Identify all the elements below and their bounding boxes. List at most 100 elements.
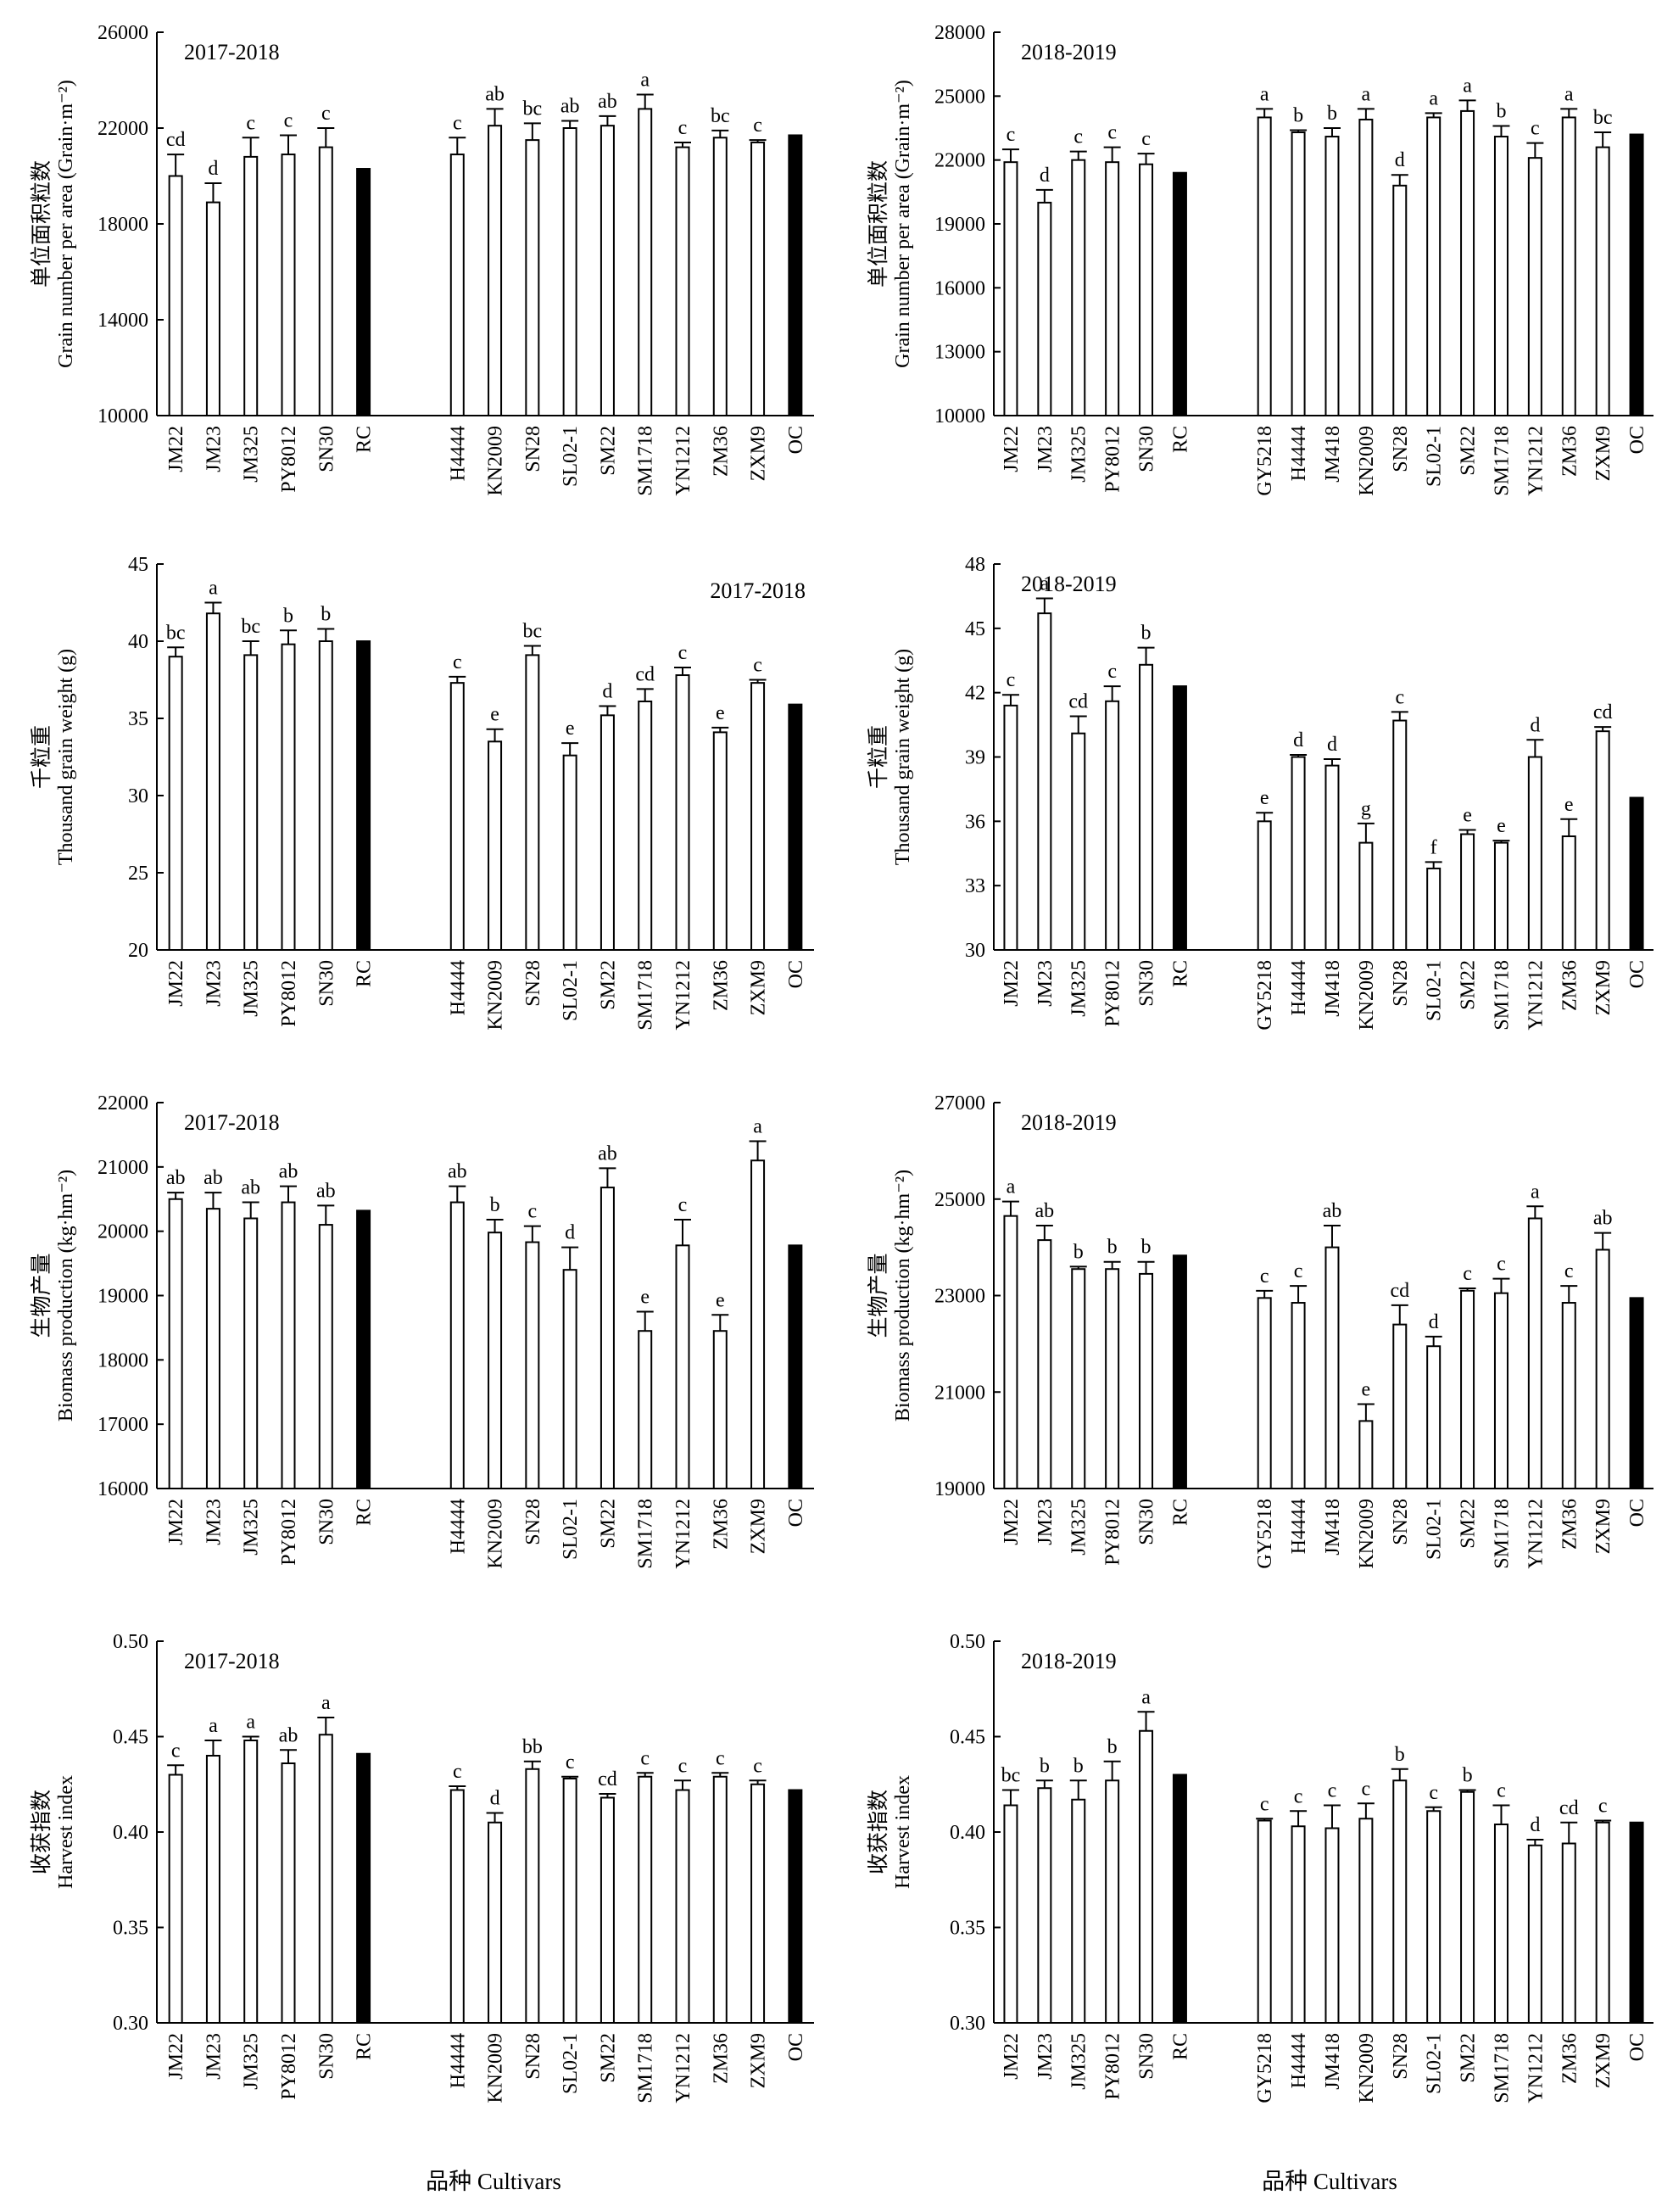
x-tick-label-ZM36: ZM36 [1559, 960, 1581, 1011]
y-axis-title-en: Thousand grain weight (g) [55, 649, 77, 865]
bar-JM22 [168, 175, 183, 416]
x-tick-label-RC: RC [354, 960, 376, 987]
significance-label-SM1718: e [1497, 815, 1506, 837]
significance-label-JM22: c [1007, 669, 1016, 691]
significance-label-ZXM9: cd [1593, 701, 1613, 723]
bar-ZXM9 [750, 141, 766, 416]
x-tick-label-JM418: JM418 [1322, 426, 1344, 483]
bar-SN28 [1392, 1323, 1408, 1489]
bar-ZXM9 [1595, 1821, 1610, 2024]
x-tick-label-H4444: H4444 [447, 1499, 469, 1554]
x-tick-label-JM22: JM22 [1001, 1499, 1023, 1545]
bar-YN1212 [1527, 157, 1542, 416]
bar-RC [356, 1209, 371, 1490]
bar-SL02-1 [1426, 116, 1442, 416]
x-tick-label-RC: RC [354, 1499, 376, 1526]
x-tick-label-ZXM9: ZXM9 [1592, 2033, 1614, 2088]
y-tick-label: 14000 [98, 310, 148, 332]
y-tick-label: 36 [965, 811, 985, 833]
x-tick-label-YN1212: YN1212 [1525, 2033, 1547, 2103]
y-tick-label: 19000 [934, 1478, 985, 1500]
significance-label-SL02-1: a [1429, 87, 1438, 109]
y-tick-label: 21000 [934, 1382, 985, 1404]
significance-label-SM1718: a [640, 69, 650, 91]
significance-label-JM325: a [246, 1712, 255, 1734]
bar-ZM36 [1561, 116, 1576, 416]
significance-label-YN1212: c [678, 117, 688, 139]
bar-H4444 [1291, 1825, 1306, 2024]
x-tick-label-ZXM9: ZXM9 [1592, 426, 1614, 481]
bar-JM23 [1037, 1787, 1052, 2024]
significance-label-SN30: c [321, 103, 331, 125]
significance-label-SL02-1: d [1429, 1311, 1439, 1333]
bar-SN28 [525, 139, 540, 416]
significance-label-KN2009: c [1362, 1778, 1371, 1800]
significance-label-ZXM9: c [1598, 1796, 1608, 1818]
significance-label-JM325: bc [241, 616, 260, 638]
y-tick-label: 0.50 [950, 1631, 985, 1653]
bar-KN2009 [488, 125, 503, 417]
bar-ZM36 [1561, 1842, 1576, 2024]
x-tick-label-PY8012: PY8012 [278, 426, 300, 493]
bar-OC [788, 1789, 803, 2024]
x-tick-label-H4444: H4444 [1288, 1499, 1310, 1554]
significance-label-SN28: d [1395, 149, 1405, 171]
bar-JM325 [1071, 159, 1086, 417]
y-tick-label: 42 [965, 683, 985, 705]
x-tick-label-SM22: SM22 [1458, 1499, 1480, 1549]
significance-label-PY8012: ab [279, 1724, 298, 1746]
significance-label-JM23: a [1040, 573, 1050, 595]
x-tick-label-SN28: SN28 [1390, 2033, 1412, 2080]
significance-label-JM22: c [171, 1740, 181, 1762]
bar-OC [1629, 796, 1644, 951]
bar-SM1718 [638, 1330, 653, 1490]
significance-label-PY8012: c [1107, 122, 1117, 144]
x-tick-label-RC: RC [1169, 1499, 1191, 1526]
x-tick-label-ZXM9: ZXM9 [748, 426, 770, 481]
bar-SM22 [599, 1187, 615, 1489]
y-tick-label: 13000 [934, 342, 985, 364]
significance-label-JM325: c [246, 112, 255, 134]
bar-KN2009 [1358, 841, 1374, 951]
significance-label-SL02-1: c [1429, 1782, 1438, 1804]
significance-label-SM22: e [1463, 804, 1472, 826]
y-tick-label: 19000 [934, 214, 985, 236]
x-tick-label-ZM36: ZM36 [1559, 426, 1581, 477]
significance-label-JM22: bc [1001, 1765, 1021, 1787]
x-tick-label-YN1212: YN1212 [1525, 960, 1547, 1031]
bar-KN2009 [1358, 118, 1374, 416]
year-label: 2018-2019 [1021, 1649, 1117, 1673]
significance-label-ZM36: c [1564, 1260, 1574, 1282]
significance-label-KN2009: e [1362, 1378, 1371, 1400]
x-tick-label-JM325: JM325 [241, 960, 263, 1017]
x-tick-label-KN2009: KN2009 [485, 960, 507, 1031]
y-tick-label: 0.40 [950, 1822, 985, 1844]
significance-label-KN2009: a [1362, 83, 1371, 105]
bar-SL02-1 [562, 1269, 577, 1489]
chart-panel-b: 10000 13000 16000 19000 22000 25000 28000 单位面积粒… [867, 22, 1653, 496]
bar-SN30 [318, 146, 333, 416]
bar-RC [1172, 1254, 1187, 1489]
significance-label-GY5218: c [1260, 1265, 1269, 1288]
x-tick-label-SL02-1: SL02-1 [1424, 2033, 1446, 2094]
bar-SM1718 [1493, 136, 1508, 417]
significance-label-ZM36: c [716, 1747, 725, 1769]
x-tick-label-JM418: JM418 [1322, 2033, 1344, 2090]
bar-YN1212 [675, 146, 690, 416]
significance-label-JM23: a [209, 1715, 218, 1737]
x-tick-label-SL02-1: SL02-1 [560, 426, 582, 487]
bar-H4444 [449, 154, 465, 416]
x-tick-label-JM325: JM325 [1068, 426, 1090, 483]
significance-label-YN1212: c [678, 642, 688, 664]
x-tick-label-JM418: JM418 [1322, 960, 1344, 1017]
x-tick-label-JM22: JM22 [1001, 426, 1023, 472]
bar-JM22 [1003, 704, 1018, 951]
significance-label-ZXM9: c [753, 655, 762, 677]
bar-OC [1629, 1821, 1644, 2024]
y-tick-label: 0.30 [950, 2013, 985, 2035]
y-tick-label: 0.50 [113, 1631, 148, 1653]
bar-YN1212 [675, 674, 690, 951]
x-tick-label-SN30: SN30 [1136, 426, 1158, 472]
year-label: 2017-2018 [184, 40, 280, 64]
bar-SM22 [1460, 1289, 1475, 1489]
